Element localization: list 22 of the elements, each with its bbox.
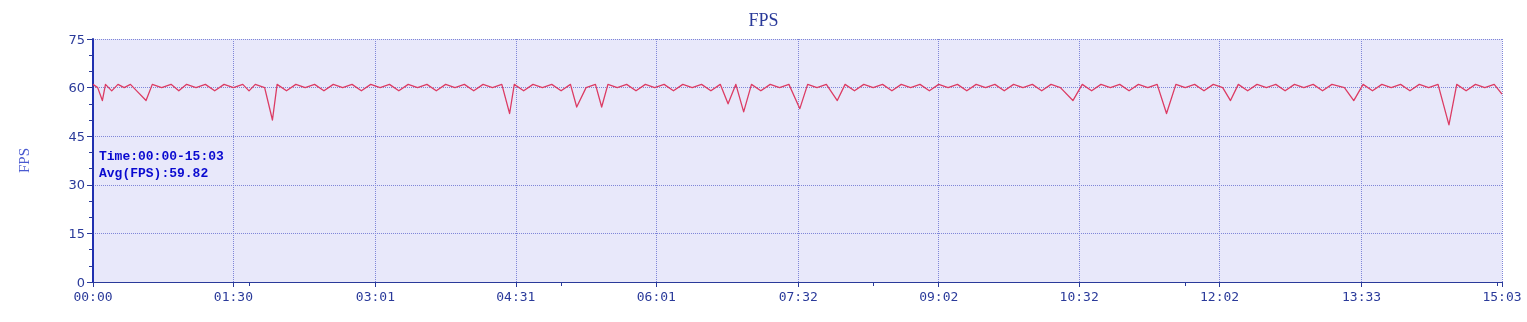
y-tick-label: 0 — [76, 274, 85, 290]
x-tick-label: 12:02 — [1200, 289, 1240, 304]
x-tick-label: 06:01 — [636, 289, 676, 304]
chart-title: FPS — [748, 10, 779, 30]
y-tick-label: 75 — [68, 31, 85, 47]
x-tick-label: 07:32 — [778, 289, 818, 304]
x-tick-label: 10:32 — [1059, 289, 1099, 304]
line-series — [92, 83, 1503, 126]
y-tick-label: 45 — [68, 128, 85, 144]
x-tick-label: 15:03 — [1482, 289, 1522, 304]
y-tick-label: 30 — [68, 177, 85, 193]
x-tick-label: 03:01 — [355, 289, 395, 304]
x-tick-label: 04:31 — [496, 289, 536, 304]
x-tick-label: 00:00 — [73, 289, 113, 304]
y-tick-label: 15 — [68, 225, 85, 241]
x-tick-label: 13:33 — [1342, 289, 1382, 304]
y-tick-label: 60 — [68, 80, 85, 96]
x-tick-label: 01:30 — [213, 289, 253, 304]
y-axis-title: FPS — [15, 147, 32, 174]
x-tick-label: 09:02 — [919, 289, 959, 304]
annotation: Avg(FPS):59.82 — [99, 166, 209, 181]
annotation: Time:00:00-15:03 — [99, 149, 225, 164]
